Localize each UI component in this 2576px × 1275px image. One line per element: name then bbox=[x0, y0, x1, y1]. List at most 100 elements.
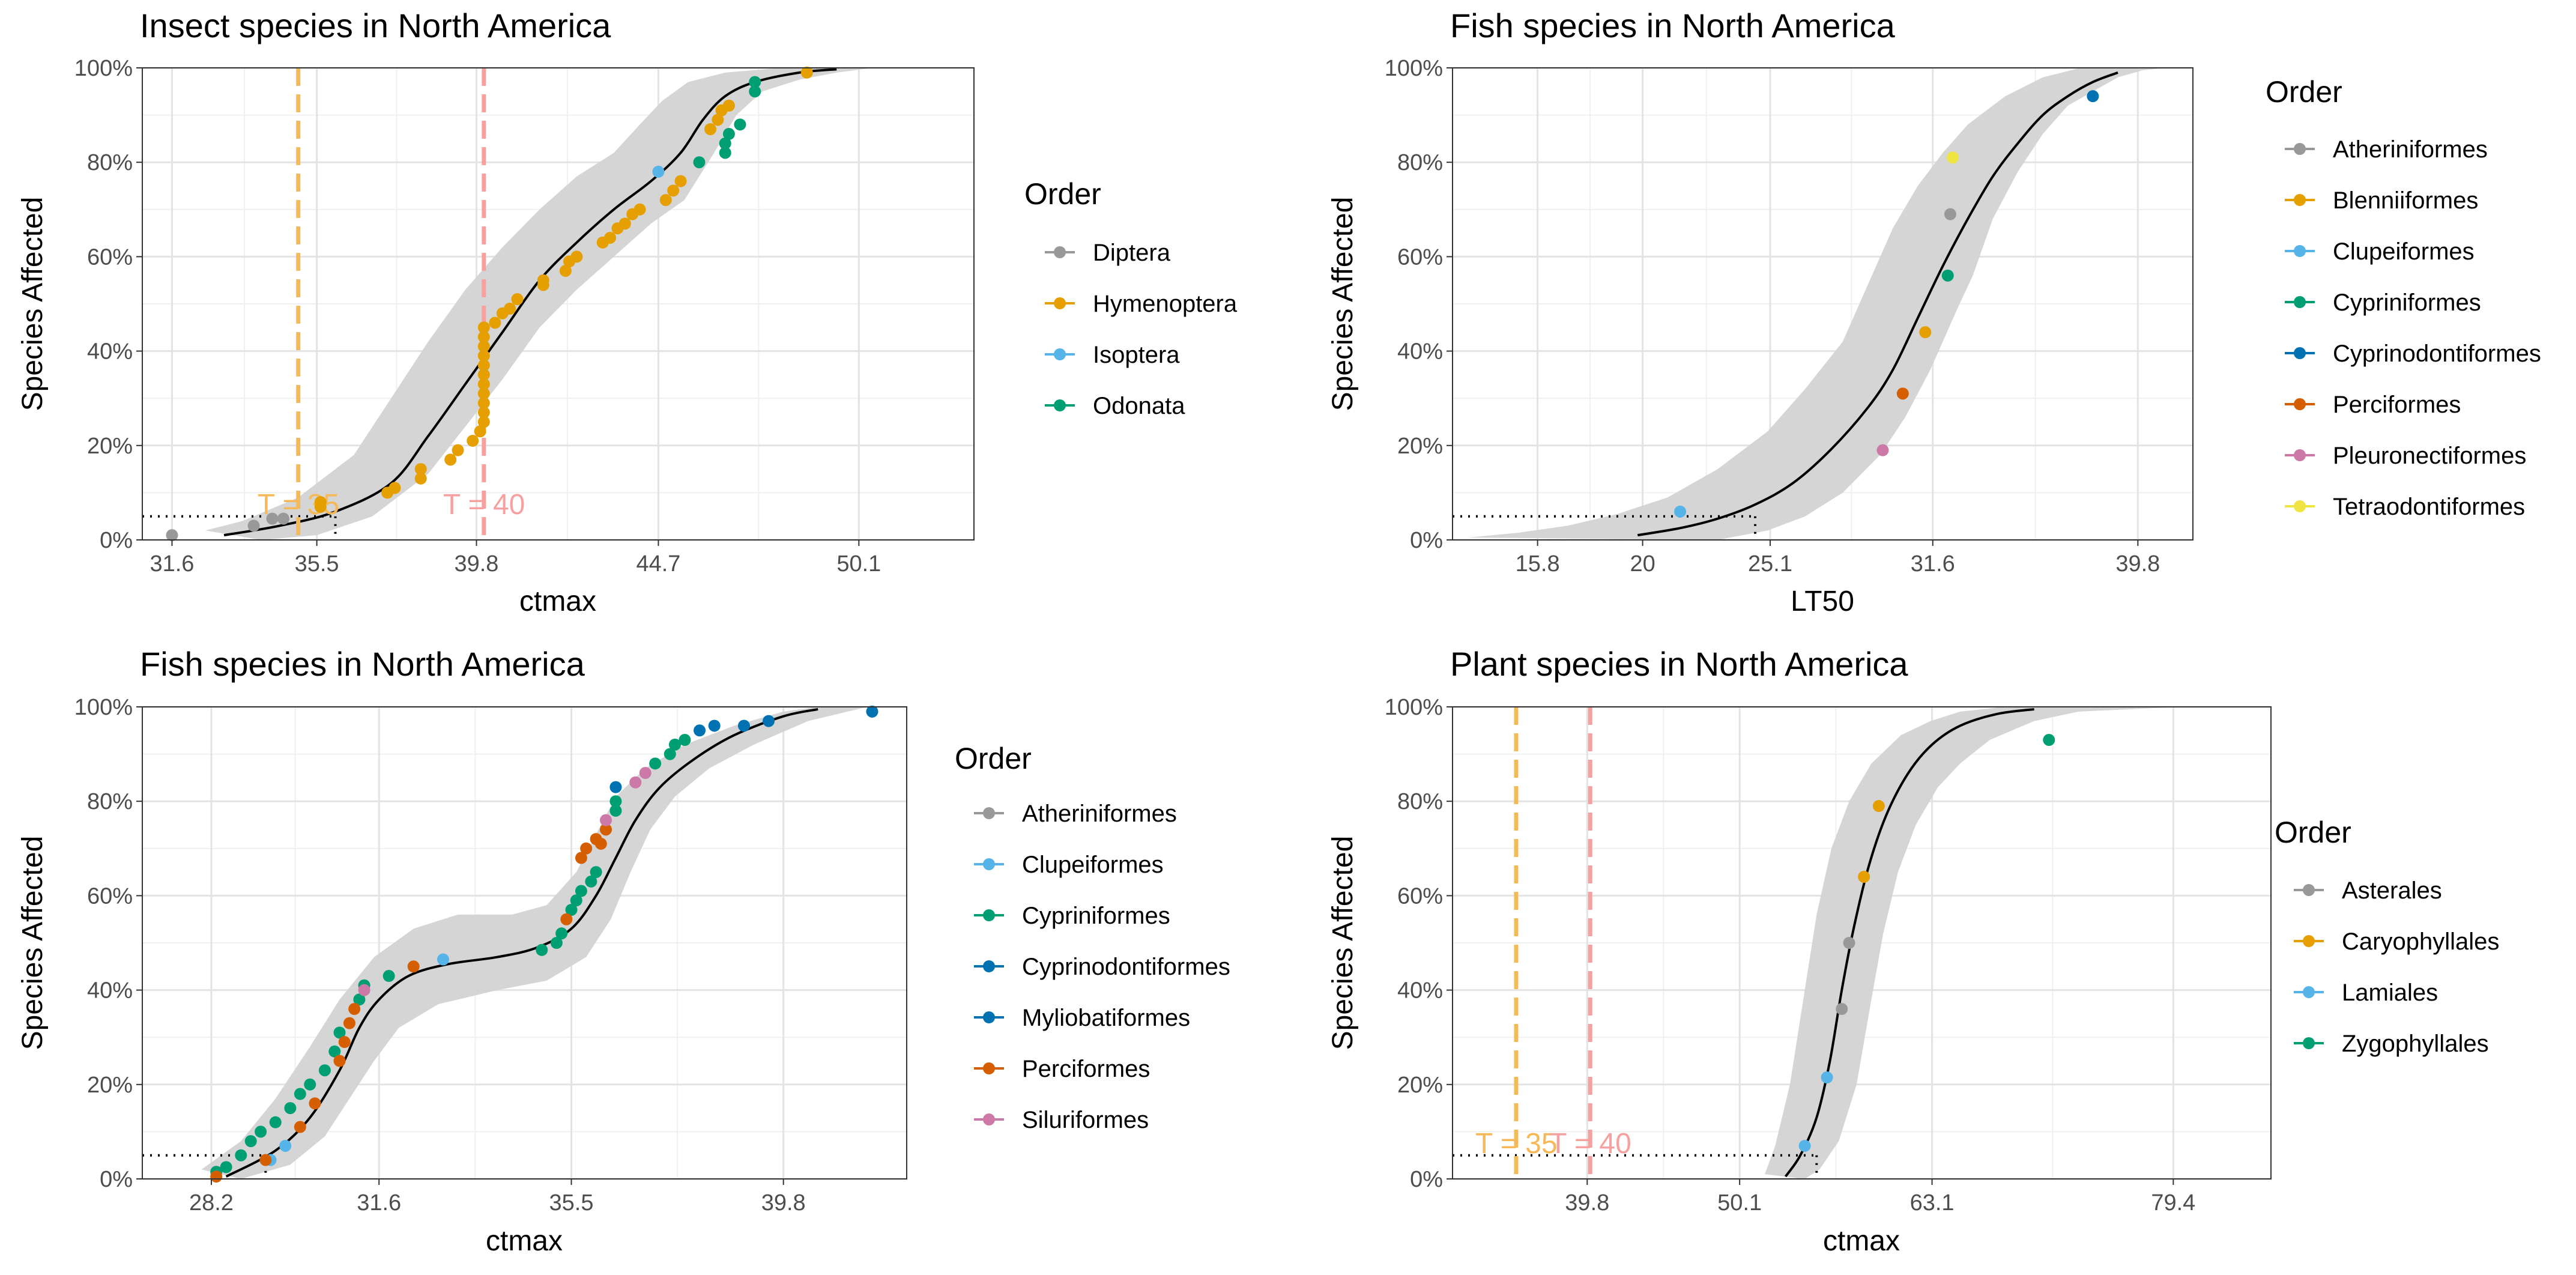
x-tick-label: 35.5 bbox=[549, 1190, 594, 1216]
data-point bbox=[1947, 151, 1959, 164]
y-tick-label: 80% bbox=[87, 150, 133, 175]
data-points bbox=[1674, 90, 2099, 518]
y-axis-label: Species Affected bbox=[17, 836, 49, 1050]
x-tick-label: 25.1 bbox=[1748, 551, 1792, 577]
panel-fish-lt50: Fish species in North America 0% 20% 40% 60… bbox=[1327, 7, 2541, 617]
data-point bbox=[800, 66, 813, 79]
y-axis-label: Species Affected bbox=[1327, 197, 1359, 411]
y-tick-label: 60% bbox=[87, 244, 133, 270]
legend-title: Order bbox=[1024, 177, 1101, 211]
y-tick-label: 60% bbox=[1397, 883, 1443, 909]
data-point bbox=[559, 264, 572, 277]
x-tick-label: 31.6 bbox=[150, 551, 194, 577]
legend-label: Atheriniformes bbox=[2333, 136, 2488, 163]
data-point bbox=[477, 350, 490, 362]
x-axis-ticks: 39.8 50.1 63.1 79.4 bbox=[1565, 1179, 2195, 1216]
panel-insect-ctmax: Insect species in North America T = 35 T … bbox=[17, 7, 1238, 617]
y-tick-label: 0% bbox=[100, 1167, 133, 1192]
data-point bbox=[719, 147, 731, 159]
legend-key-dot bbox=[2294, 245, 2306, 257]
data-point bbox=[550, 937, 563, 949]
panel-plant-ctmax: Plant species in North America T = 35T =… bbox=[1327, 645, 2499, 1257]
data-point bbox=[659, 194, 672, 207]
confidence-band bbox=[1467, 68, 2168, 540]
plot-border bbox=[142, 67, 975, 541]
y-tick-label: 100% bbox=[74, 56, 133, 81]
confidence-band-area bbox=[1467, 68, 2168, 540]
data-point bbox=[555, 927, 568, 940]
legend-label: Cyprinodontiformes bbox=[2333, 341, 2541, 367]
data-point bbox=[674, 175, 687, 187]
data-point bbox=[318, 1064, 331, 1077]
data-point bbox=[343, 1017, 355, 1029]
confidence-band bbox=[205, 68, 911, 540]
data-point bbox=[1836, 1003, 1848, 1016]
plot-border bbox=[142, 706, 907, 1180]
panel-title: Fish species in North America bbox=[1450, 7, 1896, 44]
y-axis-label: Species Affected bbox=[17, 197, 49, 411]
data-point bbox=[712, 114, 724, 126]
data-point bbox=[1876, 444, 1889, 456]
data-point bbox=[609, 804, 622, 817]
data-point bbox=[866, 705, 878, 718]
data-point bbox=[477, 368, 490, 381]
data-point bbox=[444, 453, 457, 466]
legend-label: Clupeiformes bbox=[1022, 852, 1164, 878]
data-points bbox=[1798, 734, 2055, 1152]
x-tick-label: 39.8 bbox=[761, 1190, 806, 1216]
data-point bbox=[437, 953, 449, 966]
y-tick-label: 20% bbox=[87, 434, 133, 459]
y-tick-label: 100% bbox=[74, 695, 133, 720]
data-point bbox=[604, 231, 617, 244]
data-point bbox=[2043, 734, 2055, 747]
data-point bbox=[1944, 208, 1956, 220]
data-point bbox=[389, 482, 401, 494]
legend-label: Cypriniformes bbox=[2333, 289, 2481, 316]
y-axis-ticks: 0% 20% 40% 60% 80% 100% bbox=[74, 695, 142, 1192]
fitted-curve-line bbox=[1784, 707, 2034, 1178]
y-tick-label: 40% bbox=[1397, 339, 1443, 365]
data-point bbox=[664, 748, 676, 760]
legend-label: Myliobatiformes bbox=[1022, 1005, 1190, 1031]
data-point bbox=[333, 1026, 346, 1039]
reference-lines: T = 35T = 40 bbox=[1453, 707, 1818, 1179]
x-axis-label: LT50 bbox=[1791, 586, 1854, 617]
data-point bbox=[338, 1036, 351, 1049]
data-point bbox=[667, 184, 680, 197]
x-tick-label: 44.7 bbox=[636, 551, 680, 577]
confidence-band-area bbox=[1765, 707, 2183, 1179]
data-point bbox=[1872, 800, 1885, 813]
data-point bbox=[679, 734, 691, 747]
data-point bbox=[279, 1139, 292, 1152]
data-point bbox=[708, 719, 721, 732]
data-point bbox=[474, 425, 486, 438]
y-tick-label: 80% bbox=[1397, 789, 1443, 814]
legend-label: Tetraodontiformes bbox=[2333, 494, 2525, 520]
data-point bbox=[649, 757, 662, 770]
legend-key-dot bbox=[1054, 246, 1066, 258]
data-point bbox=[618, 217, 631, 230]
data-point bbox=[477, 406, 490, 419]
y-tick-label: 0% bbox=[100, 528, 133, 553]
y-tick-label: 40% bbox=[87, 978, 133, 1004]
data-point bbox=[693, 156, 706, 169]
legend-key-dot bbox=[983, 1011, 995, 1023]
x-axis-ticks: 28.2 31.6 35.5 39.8 bbox=[189, 1179, 806, 1216]
data-point bbox=[477, 340, 490, 353]
data-point bbox=[477, 378, 490, 390]
x-tick-label: 50.1 bbox=[1717, 1190, 1762, 1216]
data-point bbox=[309, 1097, 321, 1110]
data-point bbox=[652, 165, 665, 178]
y-tick-label: 80% bbox=[87, 789, 133, 814]
data-point bbox=[585, 875, 597, 888]
data-point bbox=[749, 85, 761, 98]
legend: Order Diptera Hymenoptera Isoptera Odonata bbox=[1024, 177, 1238, 419]
y-tick-label: 20% bbox=[87, 1073, 133, 1098]
x-tick-label: 28.2 bbox=[189, 1190, 234, 1216]
data-point bbox=[570, 250, 583, 263]
data-point bbox=[719, 137, 731, 150]
legend-label: Cyprinodontiformes bbox=[1022, 954, 1230, 980]
x-tick-label: 39.8 bbox=[1565, 1190, 1609, 1216]
data-point bbox=[294, 1088, 306, 1100]
